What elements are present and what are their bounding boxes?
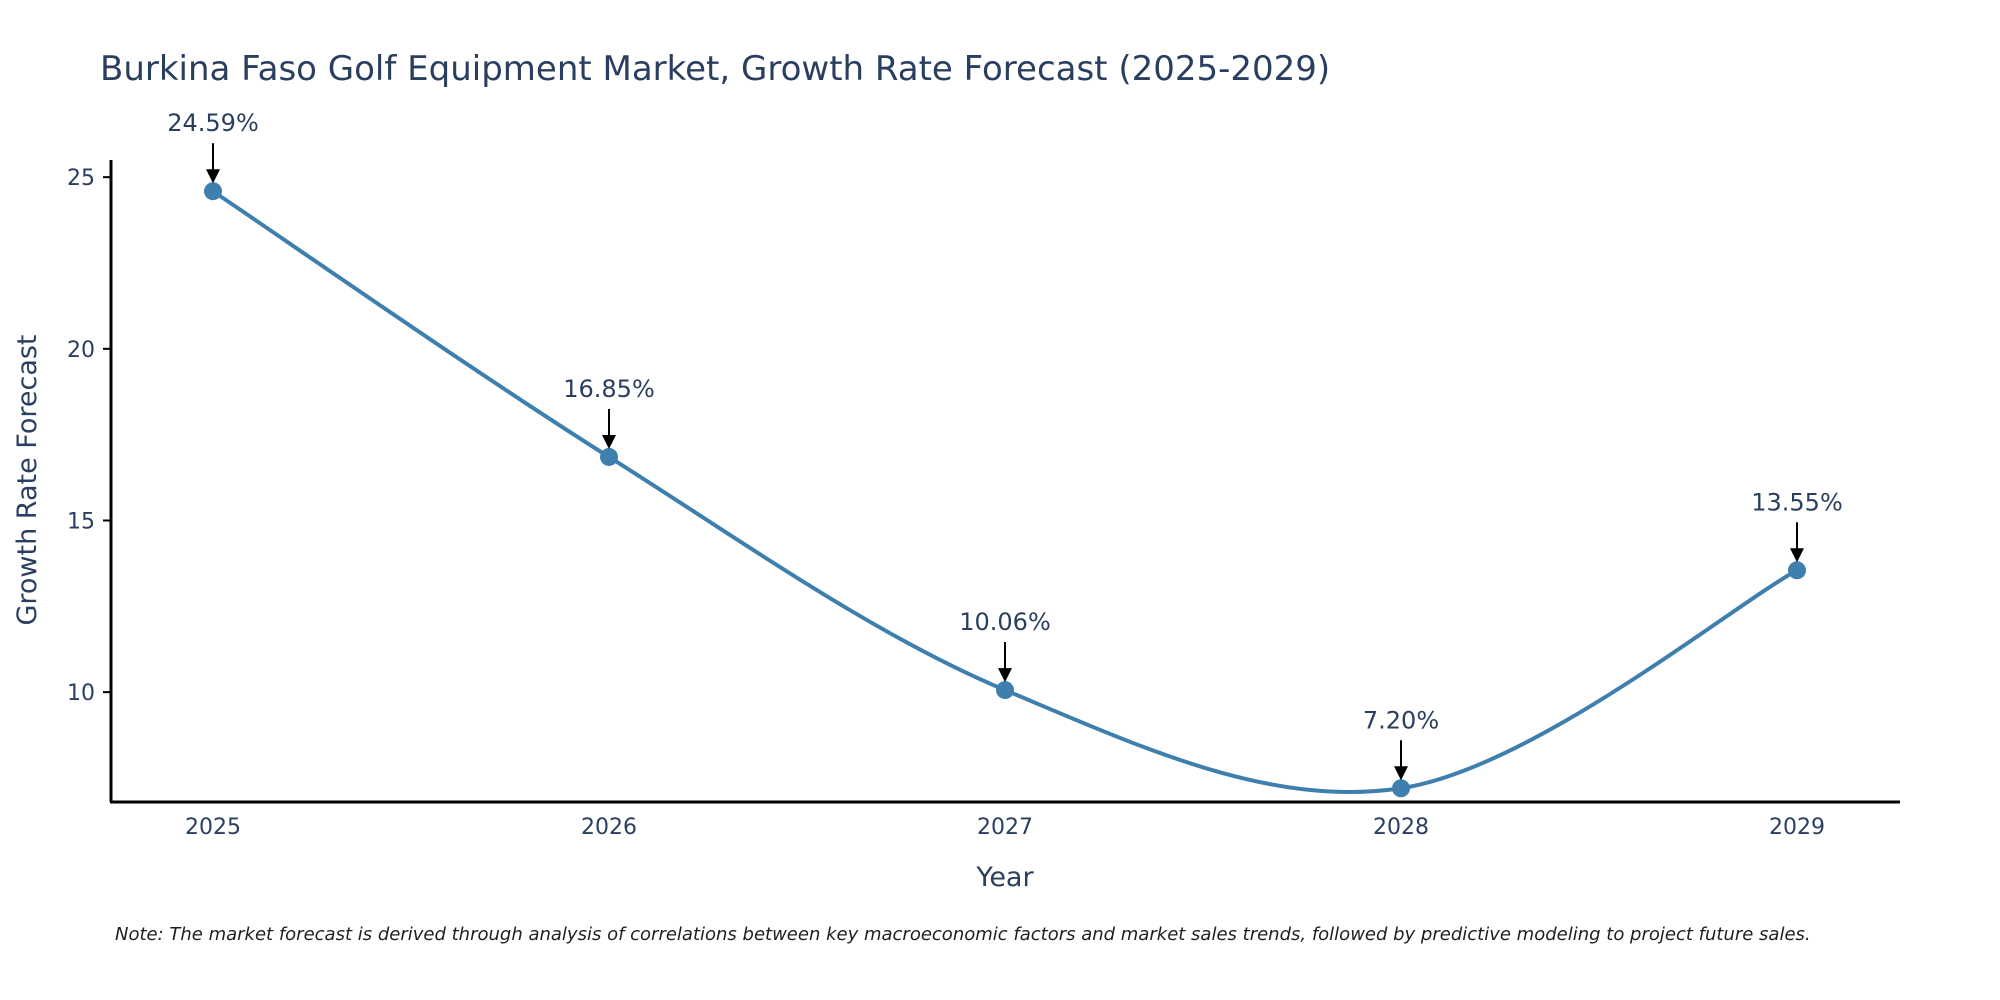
x-axis-title: Year	[975, 862, 1034, 893]
y-tick-label: 25	[67, 166, 95, 191]
data-label: 16.85%	[563, 375, 655, 403]
x-axis-ticks: 2025 2026 2027 2028 2029	[185, 815, 1825, 840]
data-annotations: 24.59% 16.85% 10.06% 7.20% 13.55%	[167, 109, 1843, 781]
y-tick-label: 15	[67, 509, 95, 534]
data-label: 13.55%	[1751, 488, 1843, 516]
data-point	[600, 447, 618, 466]
data-point	[996, 681, 1014, 700]
data-markers	[204, 182, 1806, 798]
x-tick-label: 2027	[977, 815, 1033, 840]
x-tick-label: 2026	[581, 815, 637, 840]
series-line-growth-rate	[211, 189, 1798, 795]
annotation-arrow-head	[1394, 766, 1408, 781]
y-axis-title: Growth Rate Forecast	[12, 334, 43, 625]
data-label: 10.06%	[959, 608, 1051, 636]
x-tick-label: 2028	[1373, 815, 1429, 840]
y-axis-ticks: 10 15 20 25	[67, 166, 111, 706]
footnote: Note: The market forecast is derived thr…	[115, 924, 1811, 945]
data-label: 7.20%	[1363, 706, 1439, 734]
chart-title: Burkina Faso Golf Equipment Market, Grow…	[100, 49, 1330, 89]
annotation-arrow-head	[602, 434, 616, 449]
annotation-arrow-head	[1790, 548, 1804, 563]
data-point	[204, 182, 222, 201]
y-tick-label: 10	[67, 681, 95, 706]
data-point	[1788, 561, 1806, 580]
data-label: 24.59%	[167, 109, 259, 137]
x-tick-label: 2025	[185, 815, 241, 840]
data-point	[1392, 779, 1410, 798]
x-tick-label: 2029	[1769, 815, 1825, 840]
y-tick-label: 20	[67, 338, 95, 363]
annotation-arrow-head	[206, 169, 220, 184]
annotation-arrow-head	[998, 668, 1012, 683]
